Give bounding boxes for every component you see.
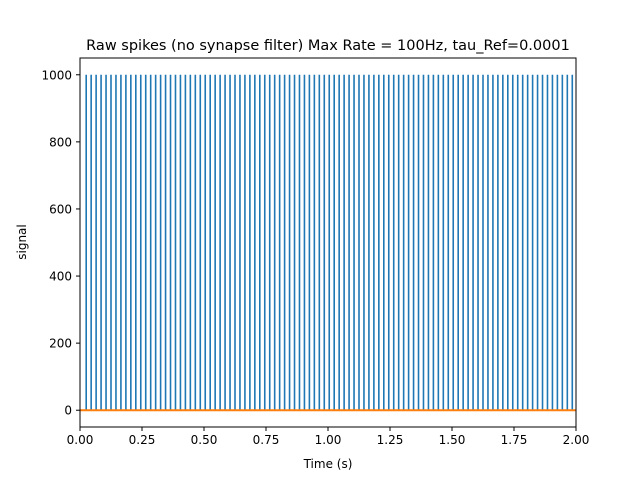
y-tick-label: 0 <box>64 404 72 418</box>
chart-title: Raw spikes (no synapse filter) Max Rate … <box>86 38 570 54</box>
series-1 <box>85 74 574 411</box>
x-tick-label: 1.75 <box>501 433 528 447</box>
series-layer <box>80 74 576 412</box>
y-tick-label: 400 <box>49 270 72 284</box>
x-axis: 0.00 0.25 0.50 0.75 1.00 1.25 1.50 1.75 2.00 <box>67 427 590 447</box>
y-tick-label: 800 <box>49 135 72 149</box>
x-tick-label: 1.50 <box>439 433 466 447</box>
y-tick-label: 200 <box>49 337 72 351</box>
x-tick-label: 0.50 <box>191 433 218 447</box>
x-tick-label: 2.00 <box>563 433 590 447</box>
x-tick-label: 1.25 <box>377 433 404 447</box>
x-tick-label: 1.00 <box>315 433 342 447</box>
y-tick-label: 600 <box>49 202 72 216</box>
y-axis-label: signal <box>15 224 29 260</box>
x-tick-label: 0.00 <box>67 433 94 447</box>
x-tick-label: 0.25 <box>129 433 156 447</box>
x-tick-label: 0.75 <box>253 433 280 447</box>
y-axis: 0 200 400 600 800 1000 <box>41 68 80 418</box>
x-axis-label: Time (s) <box>303 457 353 471</box>
y-tick-label: 1000 <box>41 68 72 82</box>
